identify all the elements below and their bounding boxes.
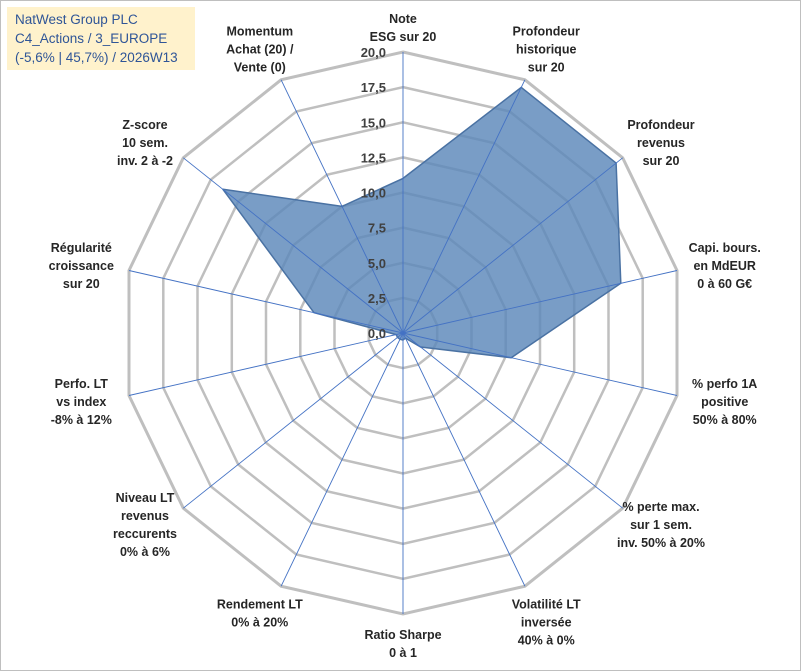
title-line-category: C4_Actions / 3_EUROPE xyxy=(15,31,168,46)
chart-title-box: NatWest Group PLC C4_Actions / 3_EUROPE … xyxy=(7,7,195,70)
series-area xyxy=(222,86,622,359)
axis-label: Momentum Achat (20) / Vente (0) xyxy=(226,24,294,74)
tick-label: 2,5 xyxy=(368,291,386,306)
radar-series xyxy=(222,86,622,359)
tick-label: 12,5 xyxy=(361,150,386,165)
spoke xyxy=(402,270,678,334)
tick-label: 7,5 xyxy=(368,221,386,236)
tick-label: 15,0 xyxy=(361,115,386,130)
axis-label: Profondeur revenus sur 20 xyxy=(627,118,694,168)
radar-spokes xyxy=(128,52,678,614)
axis-label: % perte max. sur 1 sem. inv. 50% à 20% xyxy=(617,500,705,550)
tick-label: 20,0 xyxy=(361,45,386,60)
spoke xyxy=(402,332,623,509)
spoke xyxy=(128,270,404,334)
spoke xyxy=(402,332,526,587)
spoke xyxy=(280,332,404,587)
spoke xyxy=(128,332,404,396)
axis-label: Capi. bours. en MdEUR 0 à 60 G€ xyxy=(689,241,761,291)
axis-label: Volatilité LT inversée 40% à 0% xyxy=(512,598,581,648)
title-line-company: NatWest Group PLC xyxy=(15,12,138,27)
tick-label: 5,0 xyxy=(368,256,386,271)
title-line-stats: (-5,6% | 45,7%) / 2026W13 xyxy=(15,50,178,65)
tick-label: 0,0 xyxy=(368,326,386,341)
axis-label: Régularité croissance sur 20 xyxy=(49,241,114,291)
tick-label: 17,5 xyxy=(361,80,386,95)
axis-label: Ratio Sharpe 0 à 1 xyxy=(364,628,441,660)
spoke xyxy=(402,157,623,334)
axis-label: Perfo. LT vs index -8% à 12% xyxy=(51,377,112,427)
spoke xyxy=(280,79,404,334)
axis-label: Niveau LT revenus reccurents 0% à 6% xyxy=(113,491,177,559)
axis-label: Note ESG sur 20 xyxy=(370,12,437,44)
axis-label: % perfo 1A positive 50% à 80% xyxy=(692,377,757,427)
axis-label: Profondeur historique sur 20 xyxy=(513,24,580,74)
tick-label: 10,0 xyxy=(361,186,386,201)
spoke xyxy=(402,332,678,396)
spoke xyxy=(183,157,404,334)
radial-tick-labels: 0,0 2,5 5,0 7,5 10,0 12,5 15,0 17,5 20,0 xyxy=(361,45,386,341)
axis-label: Rendement LT 0% à 20% xyxy=(217,598,303,630)
spoke xyxy=(402,79,526,334)
axis-category-labels: Note ESG sur 20 Profondeur historique sur 20… xyxy=(49,12,761,660)
spoke xyxy=(183,332,404,509)
axis-label: Z-score 10 sem. inv. 2 à -2 xyxy=(117,118,173,168)
